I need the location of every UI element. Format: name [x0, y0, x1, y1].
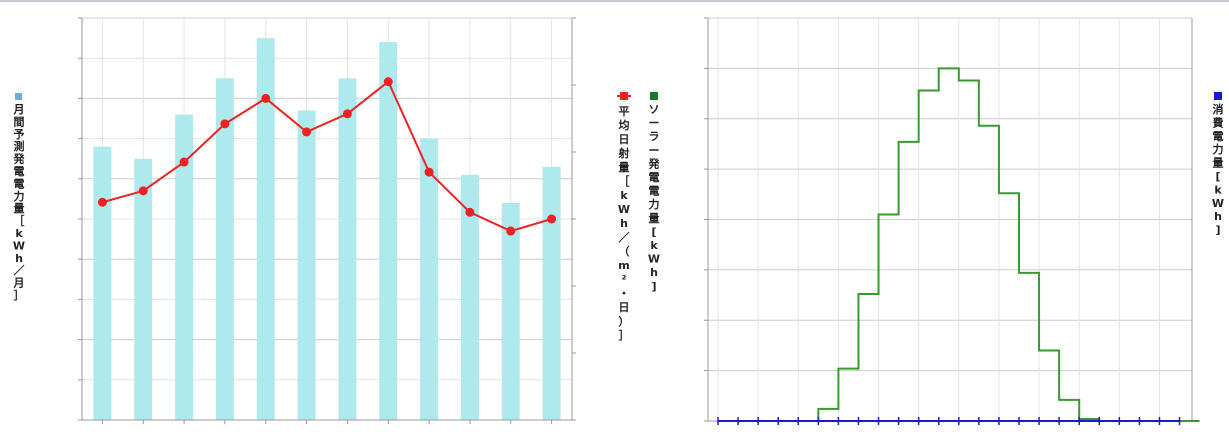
consumption-legend-swatch: [1214, 92, 1222, 100]
monthly-generation-bar: [215, 78, 234, 421]
monthly-chart-axes: [78, 17, 576, 424]
solar-generation-path: [718, 67, 1200, 422]
solar-radiation-point: [342, 109, 352, 119]
right-axis-legend-marker: [620, 92, 628, 100]
solar-radiation-point: [424, 167, 434, 177]
monthly-generation-bar: [379, 42, 398, 421]
hourly-chart-grid: [708, 17, 1192, 422]
monthly-generation-bars: [93, 38, 561, 421]
solar-radiation-point: [302, 127, 312, 137]
monthly-generation-bar: [256, 38, 275, 420]
monthly-generation-bar: [93, 146, 112, 420]
solar-radiation-point: [179, 157, 189, 167]
solar-radiation-series-line: [102, 80, 552, 233]
solar-radiation-point: [465, 207, 475, 217]
monthly-generation-bar: [420, 138, 439, 420]
monthly-generation-bar: [501, 202, 520, 420]
monthly-generation-bar: [460, 174, 479, 420]
left-axis-legend-swatch: [15, 93, 22, 100]
consumption-line: [717, 417, 1181, 425]
monthly-generation-bar: [542, 166, 561, 420]
monthly-generation-bar: [338, 78, 357, 421]
monthly-generation-bar: [175, 114, 194, 420]
monthly-chart-grid: [82, 17, 572, 421]
solar-radiation-point: [220, 119, 230, 129]
solar-radiation-line: [97, 77, 557, 236]
solar-legend-swatch: [650, 92, 658, 100]
solar-generation-step-line: [718, 67, 1200, 422]
monthly-generation-bar: [297, 110, 316, 421]
solar-radiation-point: [138, 186, 148, 196]
solar-radiation-point: [506, 226, 516, 236]
monthly-generation-bar: [134, 158, 153, 420]
solar-radiation-point: [261, 93, 271, 103]
solar-radiation-point: [97, 197, 107, 207]
solar-radiation-point: [383, 77, 393, 87]
solar-radiation-point: [547, 214, 557, 224]
